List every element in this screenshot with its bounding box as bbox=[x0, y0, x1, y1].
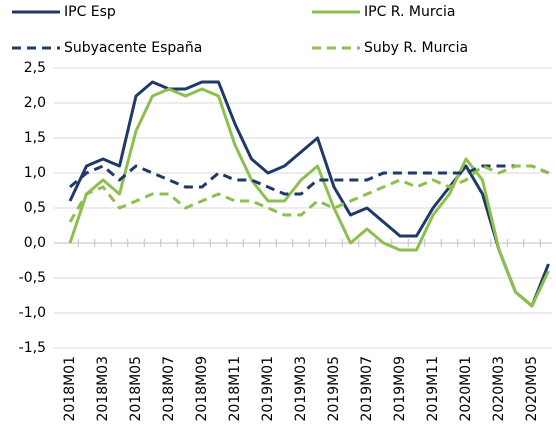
x-tick-label: 2018M07 bbox=[161, 356, 177, 422]
x-tick-label: 2019M03 bbox=[293, 356, 309, 422]
legend-label: Suby R. Murcia bbox=[364, 40, 468, 56]
y-tick-label: 0,0 bbox=[24, 235, 46, 251]
x-tick-label: 2019M07 bbox=[359, 356, 375, 422]
x-tick-label: 2020M03 bbox=[491, 356, 507, 422]
x-tick-label: 2019M09 bbox=[392, 356, 408, 422]
x-tick-label: 2019M01 bbox=[260, 356, 276, 422]
x-tick-label: 2018M03 bbox=[95, 356, 111, 422]
x-tick-label: 2019M05 bbox=[326, 356, 342, 422]
x-tick-label: 2020M01 bbox=[458, 356, 474, 422]
x-tick-label: 2018M09 bbox=[194, 356, 210, 422]
x-tick-label: 2018M11 bbox=[227, 356, 243, 422]
y-tick-label: 2,0 bbox=[24, 95, 46, 111]
y-tick-label: -1,5 bbox=[19, 340, 46, 356]
y-tick-label: -0,5 bbox=[19, 270, 46, 286]
y-tick-label: 2,5 bbox=[24, 60, 46, 76]
y-tick-label: 1,5 bbox=[24, 130, 46, 146]
y-tick-label: 1,0 bbox=[24, 165, 46, 181]
series-line bbox=[68, 87, 550, 308]
x-tick-label: 2019M11 bbox=[425, 356, 441, 422]
legend-label: IPC Esp bbox=[64, 4, 116, 20]
legend-label: IPC R. Murcia bbox=[364, 4, 456, 20]
legend-label: Subyacente España bbox=[64, 40, 202, 56]
y-tick-label: -1,0 bbox=[19, 305, 46, 321]
y-tick-label: 0,5 bbox=[24, 200, 46, 216]
series-line bbox=[68, 164, 550, 223]
x-tick-label: 2018M05 bbox=[128, 356, 144, 422]
series-line bbox=[69, 164, 550, 196]
x-tick-label: 2018M01 bbox=[62, 356, 78, 422]
x-tick-label: 2020M05 bbox=[524, 356, 540, 422]
